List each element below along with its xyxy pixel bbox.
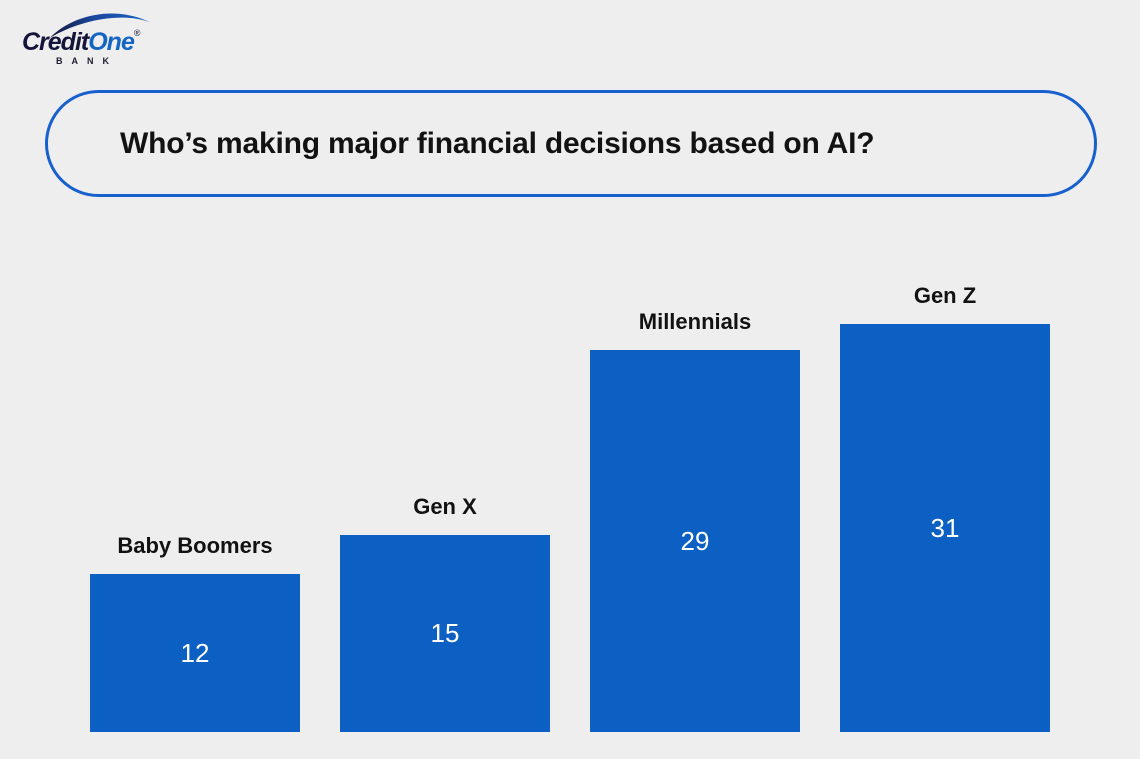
logo-credit-text: Credit (22, 28, 89, 56)
bar-value-label: 15 (430, 618, 460, 648)
bar-value-label: 12 (180, 637, 210, 668)
bar-value-label: 29 (680, 525, 710, 556)
bar-column: Gen X 15 (340, 494, 550, 732)
page-title: Who’s making major financial decisions b… (120, 126, 875, 160)
bar-chart: Baby Boomers 12 Gen X 15 Millennials 29 Gen Z 3… (90, 283, 1050, 732)
bar-category-label: Baby Boomers (117, 533, 273, 558)
bar: 29 (590, 350, 800, 732)
credit-one-bank-logo: CreditOne® BANK (22, 13, 152, 66)
logo-one-text: One (88, 28, 135, 56)
bar: 31 (840, 324, 1050, 732)
bar-category-label: Millennials (638, 309, 752, 334)
logo-swoosh-icon (49, 13, 151, 38)
bar-column: Gen Z 31 (840, 283, 1050, 732)
bar-column: Baby Boomers 12 (90, 533, 300, 732)
registered-trademark-icon: ® (133, 28, 141, 38)
title-banner: Who’s making major financial decisions b… (45, 90, 1097, 197)
bar-column: Millennials 29 (590, 309, 800, 732)
logo-bank-text: BANK (56, 56, 118, 66)
bar: 15 (340, 535, 550, 732)
bar-category-label: Gen Z (913, 283, 977, 308)
logo-wordmark: CreditOne® (22, 28, 141, 57)
bar-category-label: Gen X (413, 494, 477, 519)
bar-value-label: 31 (930, 512, 960, 543)
bar: 12 (90, 574, 300, 732)
